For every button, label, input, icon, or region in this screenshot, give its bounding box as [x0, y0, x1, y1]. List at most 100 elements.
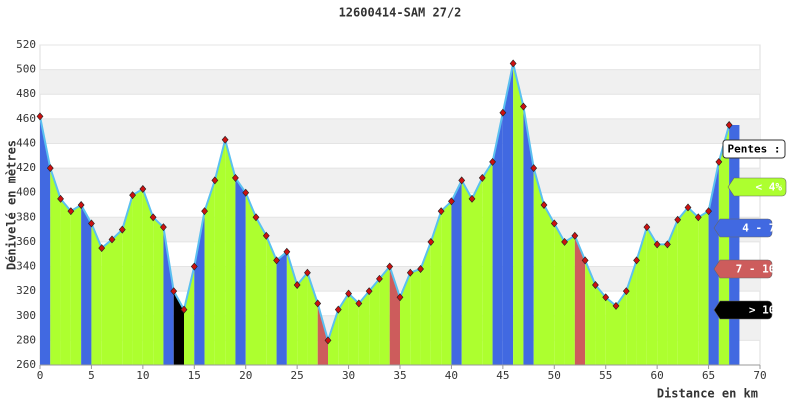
slope-bar: [492, 112, 503, 365]
legend-label: < 4%: [756, 181, 783, 194]
slope-bar: [153, 217, 164, 365]
slope-bar: [266, 235, 277, 365]
slope-bar: [698, 211, 709, 365]
x-tick-label: 25: [291, 369, 304, 382]
slope-bar: [91, 223, 102, 365]
slope-bar: [523, 106, 534, 366]
point-marker: [664, 240, 671, 249]
slope-bar: [225, 139, 236, 365]
legend-title: Pentes :: [728, 143, 781, 156]
slope-bar: [564, 235, 575, 365]
x-tick-label: 55: [599, 369, 612, 382]
slope-bar: [369, 278, 380, 365]
slope-bar: [677, 207, 688, 365]
point-marker: [232, 173, 239, 182]
y-tick-label: 460: [16, 112, 36, 125]
point-marker: [139, 185, 147, 193]
x-tick-label: 50: [548, 369, 561, 382]
point-marker: [293, 281, 301, 289]
slope-bar: [667, 219, 678, 365]
x-tick-label: 60: [651, 369, 664, 382]
point-marker: [355, 299, 363, 308]
slope-bar: [286, 251, 298, 365]
point-marker: [190, 262, 198, 271]
point-marker: [520, 102, 527, 111]
slope-bar: [636, 227, 647, 365]
x-tick-label: 15: [188, 369, 201, 382]
y-tick-label: 380: [16, 210, 36, 223]
point-marker: [540, 201, 548, 209]
point-marker: [67, 207, 75, 216]
point-marker: [283, 247, 291, 256]
slope-bar: [420, 241, 431, 365]
slope-bar: [40, 116, 51, 365]
slope-bar: [430, 211, 442, 365]
point-marker: [304, 268, 311, 277]
point-marker: [149, 213, 157, 222]
point-marker: [57, 194, 64, 203]
point-marker: [314, 299, 322, 308]
point-marker: [417, 265, 424, 273]
point-marker: [345, 289, 352, 298]
point-marker: [273, 256, 280, 265]
point-marker: [46, 164, 54, 173]
slope-bar: [472, 177, 483, 365]
slope-bar: [132, 189, 143, 365]
slope-bar: [122, 195, 133, 365]
point-marker: [468, 194, 476, 203]
slope-bar: [317, 303, 328, 365]
x-tick-label: 65: [702, 369, 715, 382]
point-marker: [180, 305, 188, 314]
slope-bar: [338, 293, 349, 365]
slope-bar: [142, 189, 154, 365]
point-marker: [622, 287, 630, 296]
slope-bar: [214, 139, 226, 365]
slope-bar: [410, 269, 421, 365]
slope-bar: [533, 168, 544, 365]
x-tick-label: 35: [393, 369, 406, 382]
point-marker: [118, 225, 126, 234]
slope-bar: [184, 266, 195, 365]
slope-bar: [502, 63, 514, 365]
grid-band: [40, 118, 760, 144]
slope-bar: [657, 244, 668, 365]
point-marker: [88, 219, 95, 228]
point-marker: [458, 176, 466, 185]
slope-bar: [245, 192, 256, 365]
y-tick-label: 440: [16, 136, 36, 149]
y-tick-label: 360: [16, 235, 36, 248]
slope-bar: [358, 291, 370, 365]
x-tick-label: 45: [496, 369, 509, 382]
y-tick-label: 420: [16, 161, 36, 174]
point-marker: [252, 213, 260, 222]
legend-swatch: [727, 177, 787, 197]
point-marker: [448, 197, 455, 206]
slope-bar: [400, 272, 411, 365]
point-marker: [643, 223, 651, 232]
grid-band: [40, 69, 760, 95]
slope-bar: [708, 161, 719, 365]
x-axis-label: Distance en km: [657, 387, 758, 400]
y-tick-label: 480: [16, 87, 36, 100]
slope-bar: [595, 285, 606, 365]
legend-label: 7 - 10%: [736, 263, 783, 276]
x-tick-label: 5: [88, 369, 95, 382]
point-marker: [581, 256, 589, 265]
point-marker: [592, 281, 599, 289]
point-marker: [653, 240, 661, 249]
point-marker: [725, 121, 733, 129]
point-marker: [530, 164, 538, 173]
slope-bar: [646, 227, 658, 365]
y-tick-label: 280: [16, 333, 36, 346]
slope-bar: [348, 293, 359, 365]
point-marker: [334, 305, 342, 314]
point-marker: [406, 268, 414, 277]
slope-bar: [482, 161, 493, 365]
point-marker: [674, 215, 682, 224]
point-marker: [478, 173, 486, 182]
point-marker: [170, 287, 178, 296]
legend-swatch: [713, 218, 773, 238]
point-marker: [36, 112, 44, 121]
slope-bar: [544, 205, 555, 365]
